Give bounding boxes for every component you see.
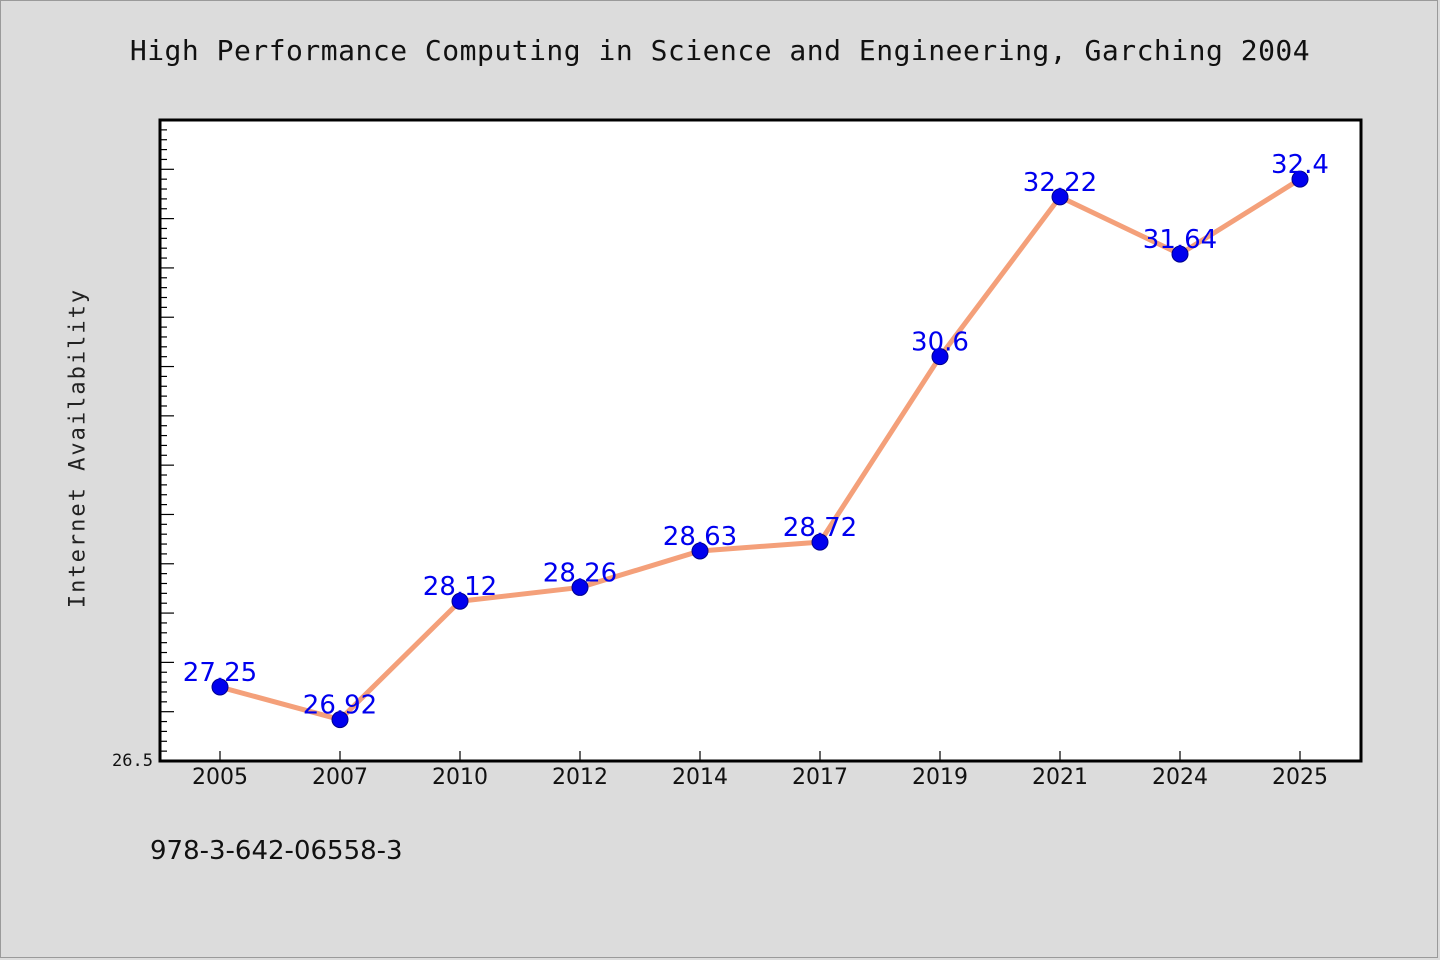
data-point bbox=[331, 711, 349, 729]
data-label: 28.12 bbox=[423, 572, 497, 602]
data-point bbox=[931, 348, 949, 366]
chart-title: High Performance Computing in Science an… bbox=[129, 34, 1311, 67]
x-tick-label: 2014 bbox=[672, 765, 728, 790]
data-label: 30.6 bbox=[911, 328, 969, 358]
data-point bbox=[1291, 170, 1309, 188]
y-axis-ticks bbox=[160, 119, 174, 762]
y-tick-label: 26.5 bbox=[112, 751, 153, 771]
data-point bbox=[571, 578, 589, 596]
data-label: 31.64 bbox=[1143, 225, 1217, 255]
data-label: 27.25 bbox=[183, 658, 257, 688]
x-axis-tick-labels: 2005 2007 2010 2012 2014 2017 2019 2021 2024 2025 bbox=[192, 765, 1328, 790]
data-labels: 27.25 26.92 28.12 28.26 28.63 28.72 30.6 32.22 3… bbox=[183, 150, 1329, 720]
series-line bbox=[219, 177, 1302, 723]
data-point bbox=[211, 678, 229, 696]
data-label: 32.4 bbox=[1271, 150, 1329, 180]
x-tick-label: 2005 bbox=[192, 765, 248, 790]
data-label: 28.26 bbox=[543, 558, 617, 588]
data-label: 26.92 bbox=[303, 691, 377, 721]
x-tick-label: 2007 bbox=[312, 765, 368, 790]
x-tick-label: 2021 bbox=[1032, 765, 1088, 790]
data-point bbox=[1051, 188, 1069, 206]
x-tick-label: 2024 bbox=[1152, 765, 1208, 790]
x-tick-label: 2010 bbox=[432, 765, 488, 790]
data-point bbox=[811, 533, 829, 551]
isbn-text: 978-3-642-06558-3 bbox=[150, 836, 403, 866]
data-label: 28.72 bbox=[783, 513, 857, 543]
data-point bbox=[1171, 245, 1189, 263]
plot-area bbox=[158, 118, 1363, 763]
x-tick-label: 2019 bbox=[912, 765, 968, 790]
data-label: 32.22 bbox=[1023, 168, 1097, 198]
data-point bbox=[691, 542, 709, 560]
x-axis-ticks bbox=[219, 751, 1301, 761]
data-point bbox=[451, 592, 469, 610]
data-label: 28.63 bbox=[663, 522, 737, 552]
x-tick-label: 2025 bbox=[1272, 765, 1328, 790]
x-tick-label: 2017 bbox=[792, 765, 848, 790]
series-markers bbox=[211, 170, 1309, 729]
x-tick-label: 2012 bbox=[552, 765, 608, 790]
